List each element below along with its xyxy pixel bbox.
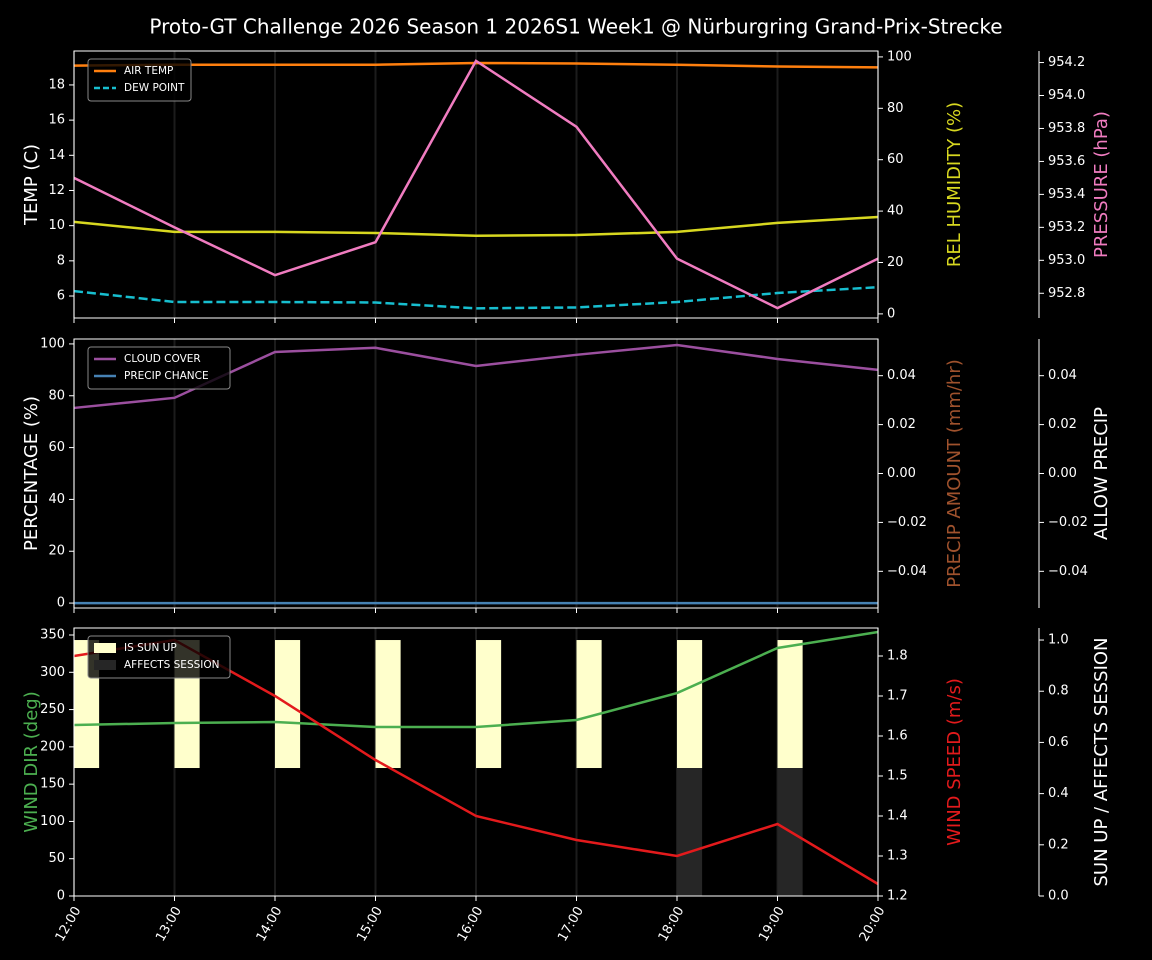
y2-tick-label: 1.5: [887, 769, 908, 784]
legend-label: IS SUN UP: [124, 642, 177, 654]
y3-axis-label: SUN UP / AFFECTS SESSION: [1091, 637, 1112, 886]
y3-tick-label: 0.4: [1048, 786, 1069, 801]
y-tick-label: 8: [57, 253, 65, 268]
y-tick-label: 80: [48, 388, 65, 403]
y2-tick-label: 60: [887, 152, 904, 167]
y-tick-label: 12: [48, 183, 65, 198]
y2-tick-label: 0: [887, 306, 895, 321]
y-axis-label: WIND DIR (deg): [21, 691, 42, 833]
y2-tick-label: 1.7: [887, 689, 908, 704]
y-tick-label: 40: [48, 492, 65, 507]
bar: [375, 640, 401, 769]
y2-tick-label: 80: [887, 101, 904, 116]
legend-swatch: [94, 660, 116, 670]
y3-tick-label: 953.4: [1048, 187, 1085, 202]
y3-tick-label: 0.04: [1048, 368, 1077, 383]
legend-label: AIR TEMP: [124, 65, 173, 77]
y-tick-label: 18: [48, 77, 65, 92]
series-line: [73, 630, 879, 729]
legend-label: AFFECTS SESSION: [124, 659, 220, 671]
y-tick-label: 10: [48, 218, 65, 233]
y2-axis-label: REL HUMIDITY (%): [944, 102, 965, 267]
y3-tick-label: 953.8: [1048, 121, 1085, 136]
y2-tick-label: 1.2: [887, 889, 908, 904]
y2-tick-label: 40: [887, 204, 904, 219]
bar: [777, 640, 803, 769]
y-tick-label: 0: [57, 596, 65, 611]
y-tick-label: 16: [48, 113, 65, 128]
y2-tick-label: 1.8: [887, 649, 908, 664]
y3-tick-label: −0.04: [1048, 564, 1088, 579]
y-tick-label: 200: [40, 739, 65, 754]
y-tick-label: 60: [48, 440, 65, 455]
legend-label: PRECIP CHANCE: [124, 370, 209, 382]
y3-tick-label: 0.0: [1048, 889, 1069, 904]
y3-tick-label: 1.0: [1048, 633, 1069, 648]
legend-box: [87, 58, 192, 102]
bar: [677, 768, 703, 896]
bar: [677, 640, 703, 769]
bar: [476, 640, 502, 769]
y-tick-label: 300: [40, 665, 65, 680]
y2-tick-label: 20: [887, 255, 904, 270]
y2-tick-label: −0.02: [887, 515, 927, 530]
y-tick-label: 20: [48, 544, 65, 559]
y3-tick-label: 0.00: [1048, 466, 1077, 481]
y3-tick-label: 0.02: [1048, 417, 1077, 432]
y-tick-label: 250: [40, 702, 65, 717]
legend-swatch: [94, 643, 116, 653]
plot-frame: [73, 50, 879, 319]
y-axis-label: PERCENTAGE (%): [21, 396, 42, 551]
chart-title: Proto-GT Challenge 2026 Season 1 2026S1 …: [149, 15, 1002, 39]
plot-frame: [73, 627, 879, 897]
y2-tick-label: −0.04: [887, 564, 927, 579]
y3-tick-label: 953.6: [1048, 154, 1085, 169]
y2-axis-label: WIND SPEED (m/s): [944, 678, 965, 846]
y3-tick-label: −0.02: [1048, 515, 1088, 530]
series-line: [73, 59, 879, 310]
legend-box: [87, 635, 231, 679]
series-line: [73, 285, 879, 310]
y-tick-label: 0: [57, 889, 65, 904]
y3-tick-label: 0.8: [1048, 684, 1069, 699]
y-axis-label: TEMP (C): [21, 144, 42, 226]
y2-tick-label: 0.04: [887, 368, 916, 383]
y-tick-label: 350: [40, 628, 65, 643]
y3-tick-label: 952.8: [1048, 286, 1085, 301]
y3-tick-label: 0.6: [1048, 735, 1069, 750]
legend-label: DEW POINT: [124, 82, 185, 94]
y2-tick-label: 0.02: [887, 417, 916, 432]
bar: [576, 640, 602, 769]
plot-frame: [73, 338, 879, 609]
y2-tick-label: 100: [887, 49, 912, 64]
y3-axis-label: ALLOW PRECIP: [1091, 407, 1112, 540]
y3-tick-label: 954.0: [1048, 88, 1085, 103]
y2-tick-label: 1.4: [887, 809, 908, 824]
y3-tick-label: 953.2: [1048, 220, 1085, 235]
legend-label: CLOUD COVER: [124, 353, 201, 365]
y3-axis-label: PRESSURE (hPa): [1091, 111, 1112, 258]
y-tick-label: 100: [40, 814, 65, 829]
y-tick-label: 6: [57, 289, 65, 304]
y3-tick-label: 0.2: [1048, 837, 1069, 852]
y2-tick-label: 1.6: [887, 729, 908, 744]
y-tick-label: 150: [40, 777, 65, 792]
y-tick-label: 100: [40, 336, 65, 351]
y2-tick-label: 0.00: [887, 466, 916, 481]
y3-tick-label: 954.2: [1048, 55, 1085, 70]
y-tick-label: 14: [48, 148, 65, 163]
series-line: [73, 215, 879, 238]
y2-axis-label: PRECIP AMOUNT (mm/hr): [944, 359, 965, 588]
y-tick-label: 50: [48, 851, 65, 866]
legend-box: [87, 346, 231, 390]
y2-tick-label: 1.3: [887, 849, 908, 864]
y3-tick-label: 953.0: [1048, 253, 1085, 268]
